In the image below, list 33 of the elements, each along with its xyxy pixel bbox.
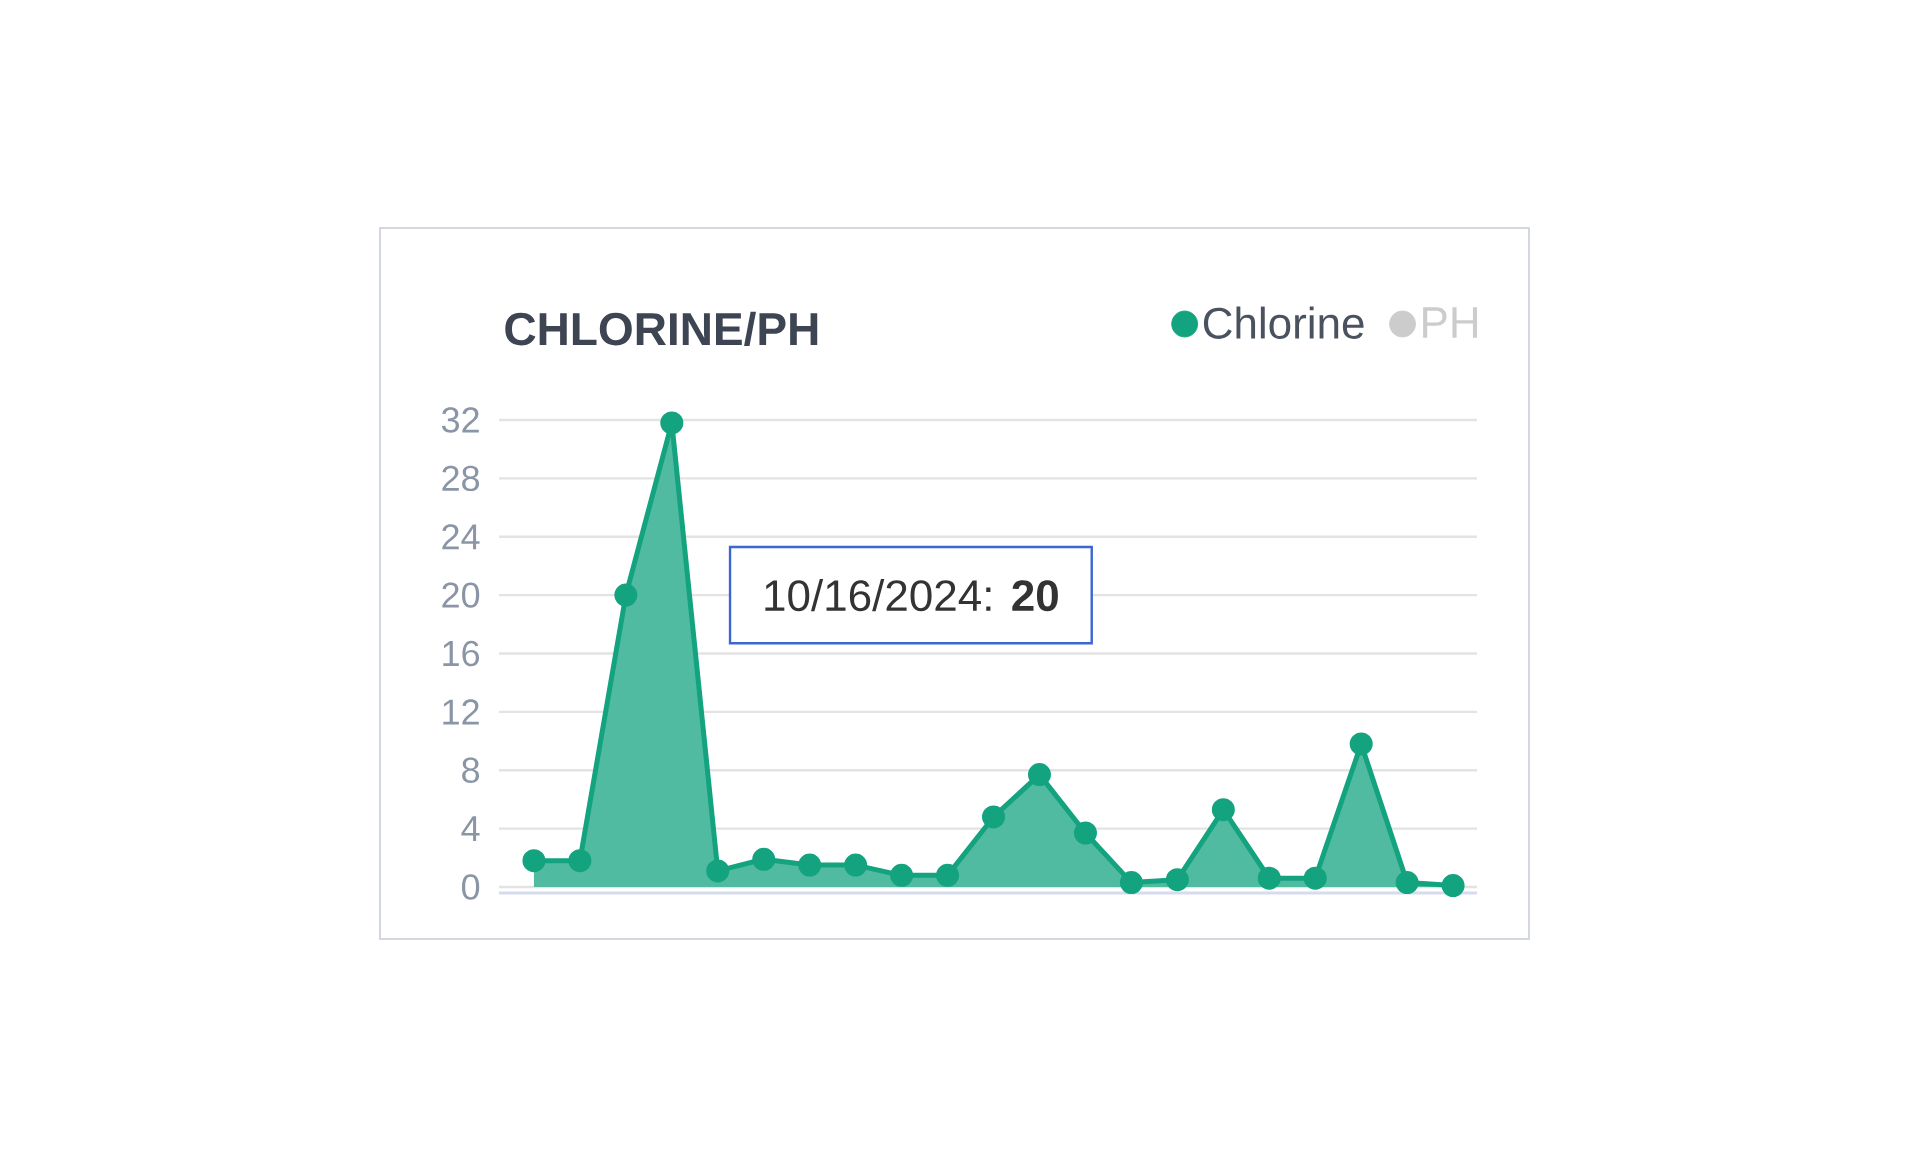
point [890, 863, 914, 887]
point [1073, 821, 1097, 845]
point [1303, 866, 1327, 890]
point [844, 853, 868, 877]
y-tick-label: 4 [461, 816, 480, 841]
point [982, 805, 1006, 829]
annotation: 10/16/2024: 20 [765, 578, 1058, 612]
point [752, 847, 776, 871]
point [614, 583, 638, 607]
y-tick-label: 8 [462, 757, 480, 783]
point [1027, 763, 1051, 787]
point [1257, 866, 1281, 890]
point [706, 859, 730, 883]
y-tick-label: 20 [442, 582, 480, 608]
legend-label: Chlorine [1203, 306, 1364, 339]
y-tick-label: 16 [443, 640, 480, 667]
point [1349, 732, 1373, 756]
point [660, 411, 684, 435]
point [522, 849, 546, 873]
y-tick-label: 12 [443, 699, 479, 725]
point [1119, 871, 1143, 895]
y-tick-label: 0 [461, 874, 480, 900]
chart-title: CHLORINE/PH [505, 311, 818, 346]
point [1441, 874, 1465, 898]
point [1165, 868, 1189, 892]
point [1395, 871, 1419, 895]
y-tick-label: 24 [442, 524, 480, 550]
point [798, 853, 822, 877]
point [568, 849, 592, 873]
point [936, 863, 960, 887]
point [1211, 798, 1235, 822]
y-tick-label: 28 [442, 465, 480, 492]
y-tick-label: 32 [441, 407, 479, 433]
